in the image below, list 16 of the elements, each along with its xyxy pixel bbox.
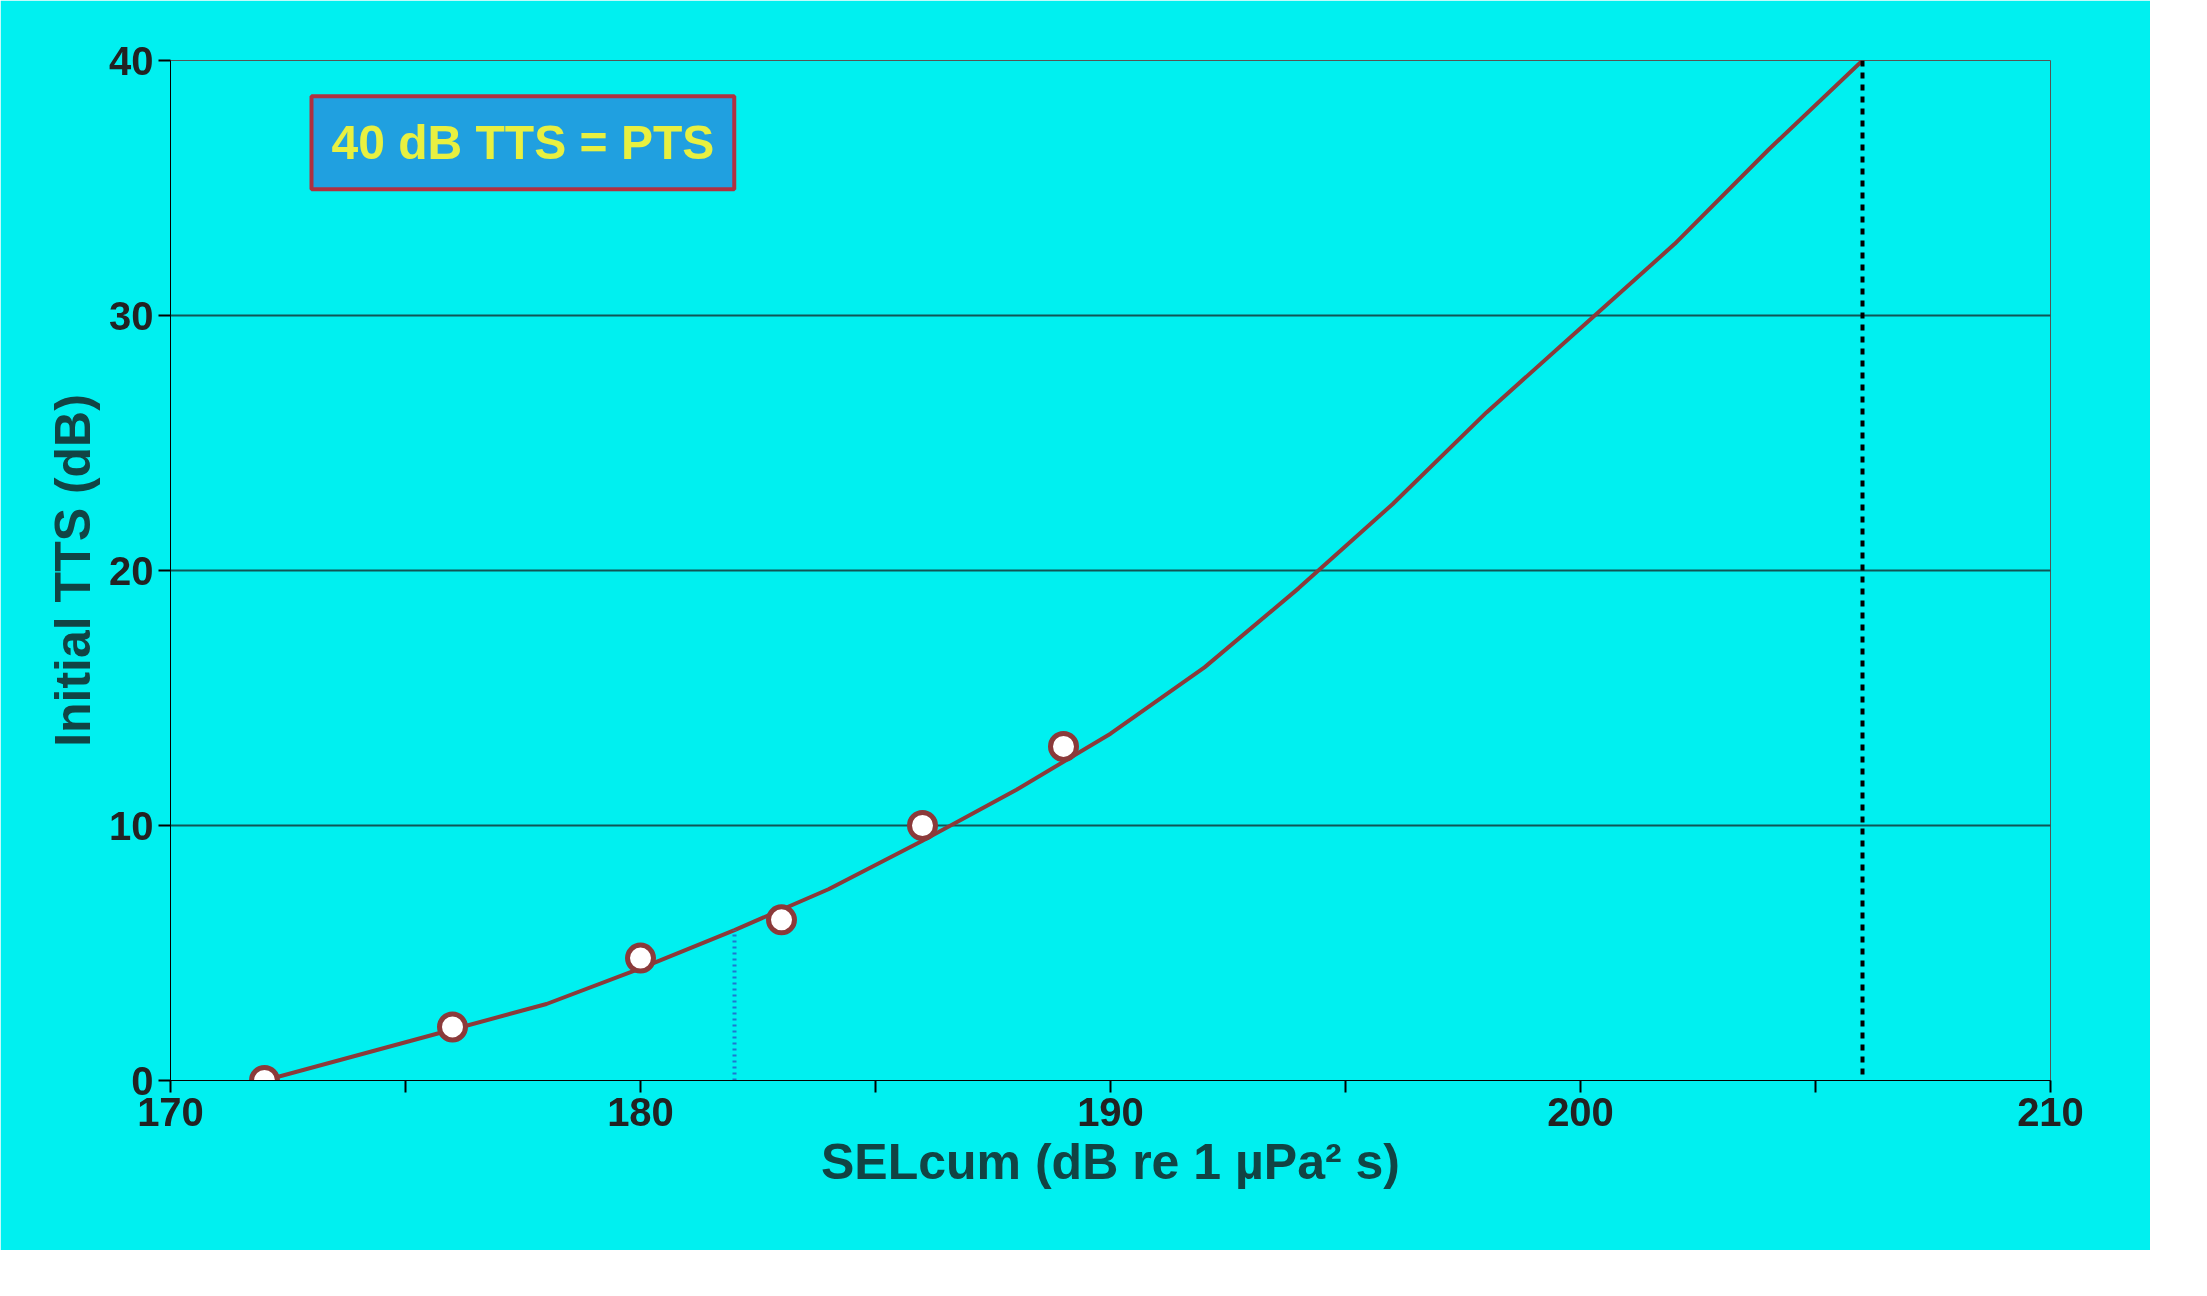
x-axis-title: SELcum (dB re 1 µPa² s) — [821, 1133, 1400, 1190]
x-tick-label: 190 — [1077, 1089, 1144, 1134]
point — [766, 904, 797, 936]
y-tick-label: 10 — [109, 803, 154, 848]
y-axis-title: Initial TTS (dB) — [45, 394, 102, 747]
y-tick-label: 30 — [109, 293, 154, 338]
point — [437, 1011, 468, 1043]
x-tick-label: 210 — [2017, 1089, 2084, 1134]
point — [1048, 730, 1079, 762]
point — [625, 942, 656, 974]
y-tick-label: 40 — [109, 38, 154, 83]
point — [907, 810, 938, 841]
y-tick-label: 20 — [109, 548, 154, 593]
annotation: 40 dB TTS = PTS — [331, 116, 715, 170]
x-tick-label: 200 — [1547, 1089, 1614, 1134]
x-tick-label: 180 — [607, 1089, 674, 1134]
